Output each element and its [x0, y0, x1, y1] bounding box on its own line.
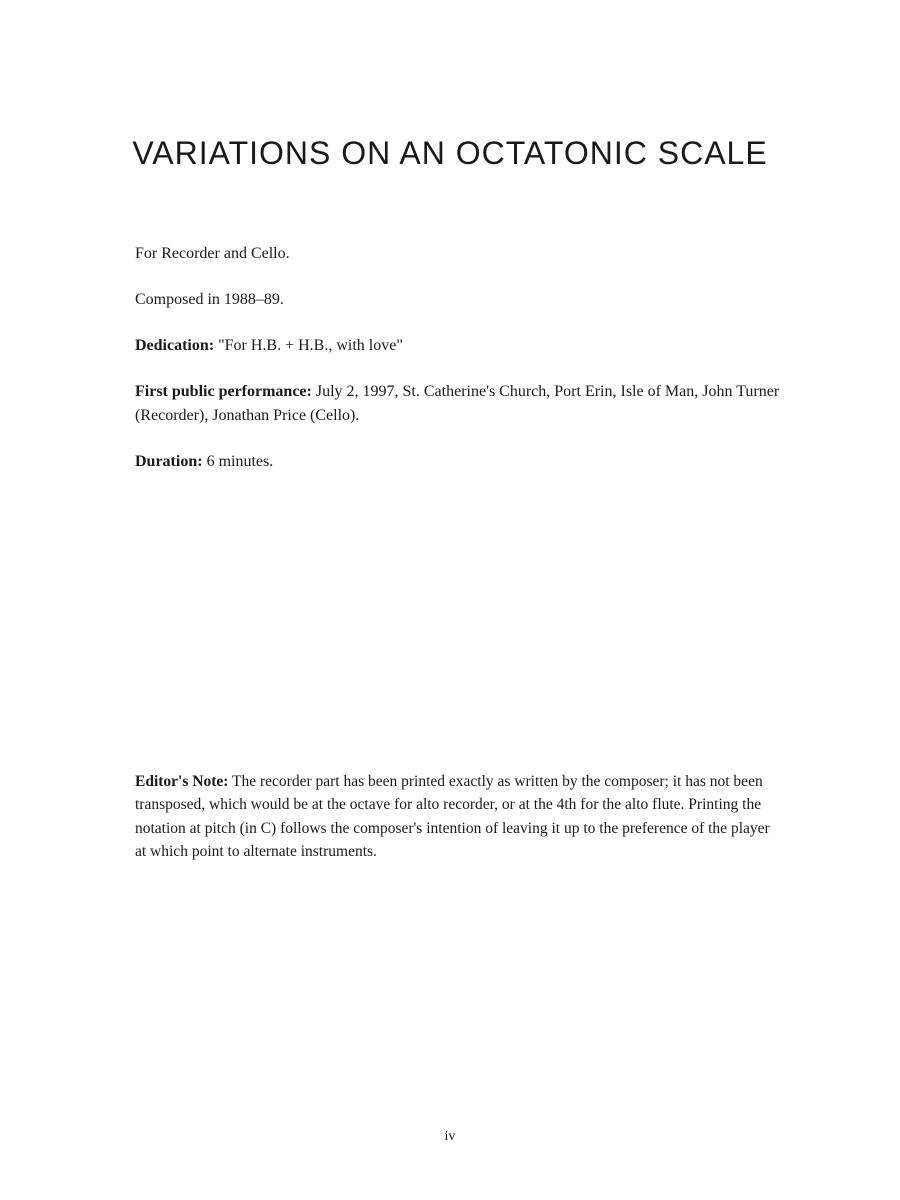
first-performance-label: First public performance:: [135, 383, 312, 400]
first-performance-line: First public performance: July 2, 1997, …: [135, 380, 780, 428]
document-page: VARIATIONS ON AN OCTATONIC SCALE For Rec…: [0, 0, 900, 1200]
duration-label: Duration:: [135, 453, 203, 470]
instrumentation-line: For Recorder and Cello.: [135, 242, 780, 266]
page-number: iv: [0, 1129, 900, 1145]
editors-note-label: Editor's Note:: [135, 773, 228, 790]
info-block: For Recorder and Cello. Composed in 1988…: [135, 242, 780, 474]
dedication-line: Dedication: "For H.B. + H.B., with love": [135, 334, 780, 358]
editors-note-text: The recorder part has been printed exact…: [135, 773, 770, 860]
dedication-text: "For H.B. + H.B., with love": [214, 337, 403, 354]
duration-line: Duration: 6 minutes.: [135, 450, 780, 474]
duration-text: 6 minutes.: [203, 453, 274, 470]
dedication-label: Dedication:: [135, 337, 214, 354]
editors-note: Editor's Note: The recorder part has bee…: [135, 770, 780, 863]
composed-line: Composed in 1988–89.: [135, 288, 780, 312]
page-title: VARIATIONS ON AN OCTATONIC SCALE: [120, 135, 780, 172]
